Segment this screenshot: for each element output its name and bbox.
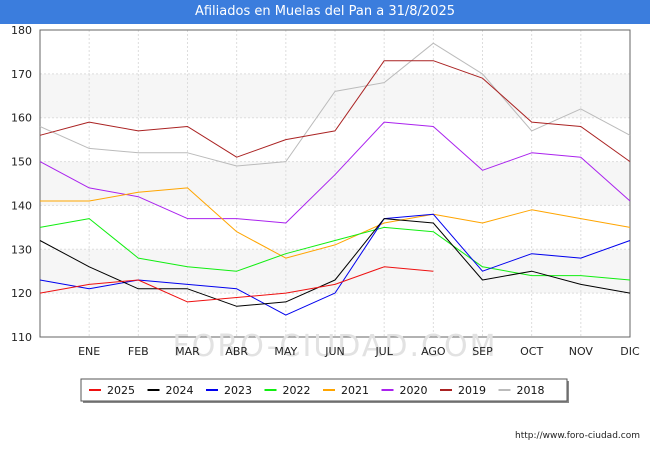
y-tick-label: 120 — [11, 287, 32, 300]
series-line-2022 — [39, 218, 631, 281]
y-tick-label: 160 — [11, 112, 32, 125]
legend: 2025 2024 2023 2022 2021 2020 2019 2018 — [80, 378, 569, 403]
y-tick-label: 170 — [11, 68, 32, 81]
x-tick-label: FEB — [128, 345, 149, 358]
x-tick-label: ENE — [78, 345, 100, 358]
legend-label-2018: 2018 — [517, 384, 545, 397]
x-tick-label: JUN — [324, 345, 345, 358]
y-axis: 110 120 130 140 150 160 170 180 — [11, 24, 32, 344]
x-tick-label: JUL — [374, 345, 393, 358]
series-line-2018 — [39, 42, 631, 167]
y-tick-label: 110 — [11, 331, 32, 344]
legend-label-2020: 2020 — [400, 384, 428, 397]
legend-label-2021: 2021 — [341, 384, 369, 397]
x-tick-label: MAR — [175, 345, 200, 358]
line-chart: FORO-CIUDAD.COM 110 120 130 140 150 160 170 180… — [11, 24, 640, 403]
legend-label-2022: 2022 — [283, 384, 311, 397]
x-axis: ENE FEB MAR ABR MAY JUN JUL AGO SEP OCT NOV DIC — [78, 345, 640, 358]
series-line-2020 — [39, 121, 631, 224]
plot-border — [39, 29, 631, 338]
legend-label-2025: 2025 — [107, 384, 135, 397]
series-line-2019 — [39, 60, 631, 163]
x-tick-label: SEP — [472, 345, 493, 358]
source-url: http://www.foro-ciudad.com — [515, 431, 640, 441]
series-line-2021 — [40, 187, 631, 259]
x-tick-label: MAY — [274, 345, 297, 358]
x-tick-label: NOV — [569, 345, 594, 358]
x-tick-label: OCT — [520, 345, 543, 358]
legend-label-2023: 2023 — [224, 384, 252, 397]
y-tick-label: 140 — [11, 199, 32, 212]
series-lines — [39, 42, 631, 316]
chart-title: Afiliados en Muelas del Pan a 31/8/2025 — [0, 0, 650, 24]
series-line-2024 — [39, 218, 631, 307]
series-line-2025 — [39, 266, 434, 303]
x-tick-label: ABR — [225, 345, 248, 358]
y-tick-label: 180 — [11, 24, 32, 37]
y-tick-label: 130 — [11, 243, 32, 256]
watermark: FORO-CIUDAD.COM — [173, 329, 498, 364]
legend-label-2024: 2024 — [166, 384, 194, 397]
x-tick-label: AGO — [421, 345, 446, 358]
grid-lines — [39, 29, 631, 338]
legend-label-2019: 2019 — [458, 384, 486, 397]
y-tick-label: 150 — [11, 156, 32, 169]
x-tick-label: DIC — [620, 345, 640, 358]
